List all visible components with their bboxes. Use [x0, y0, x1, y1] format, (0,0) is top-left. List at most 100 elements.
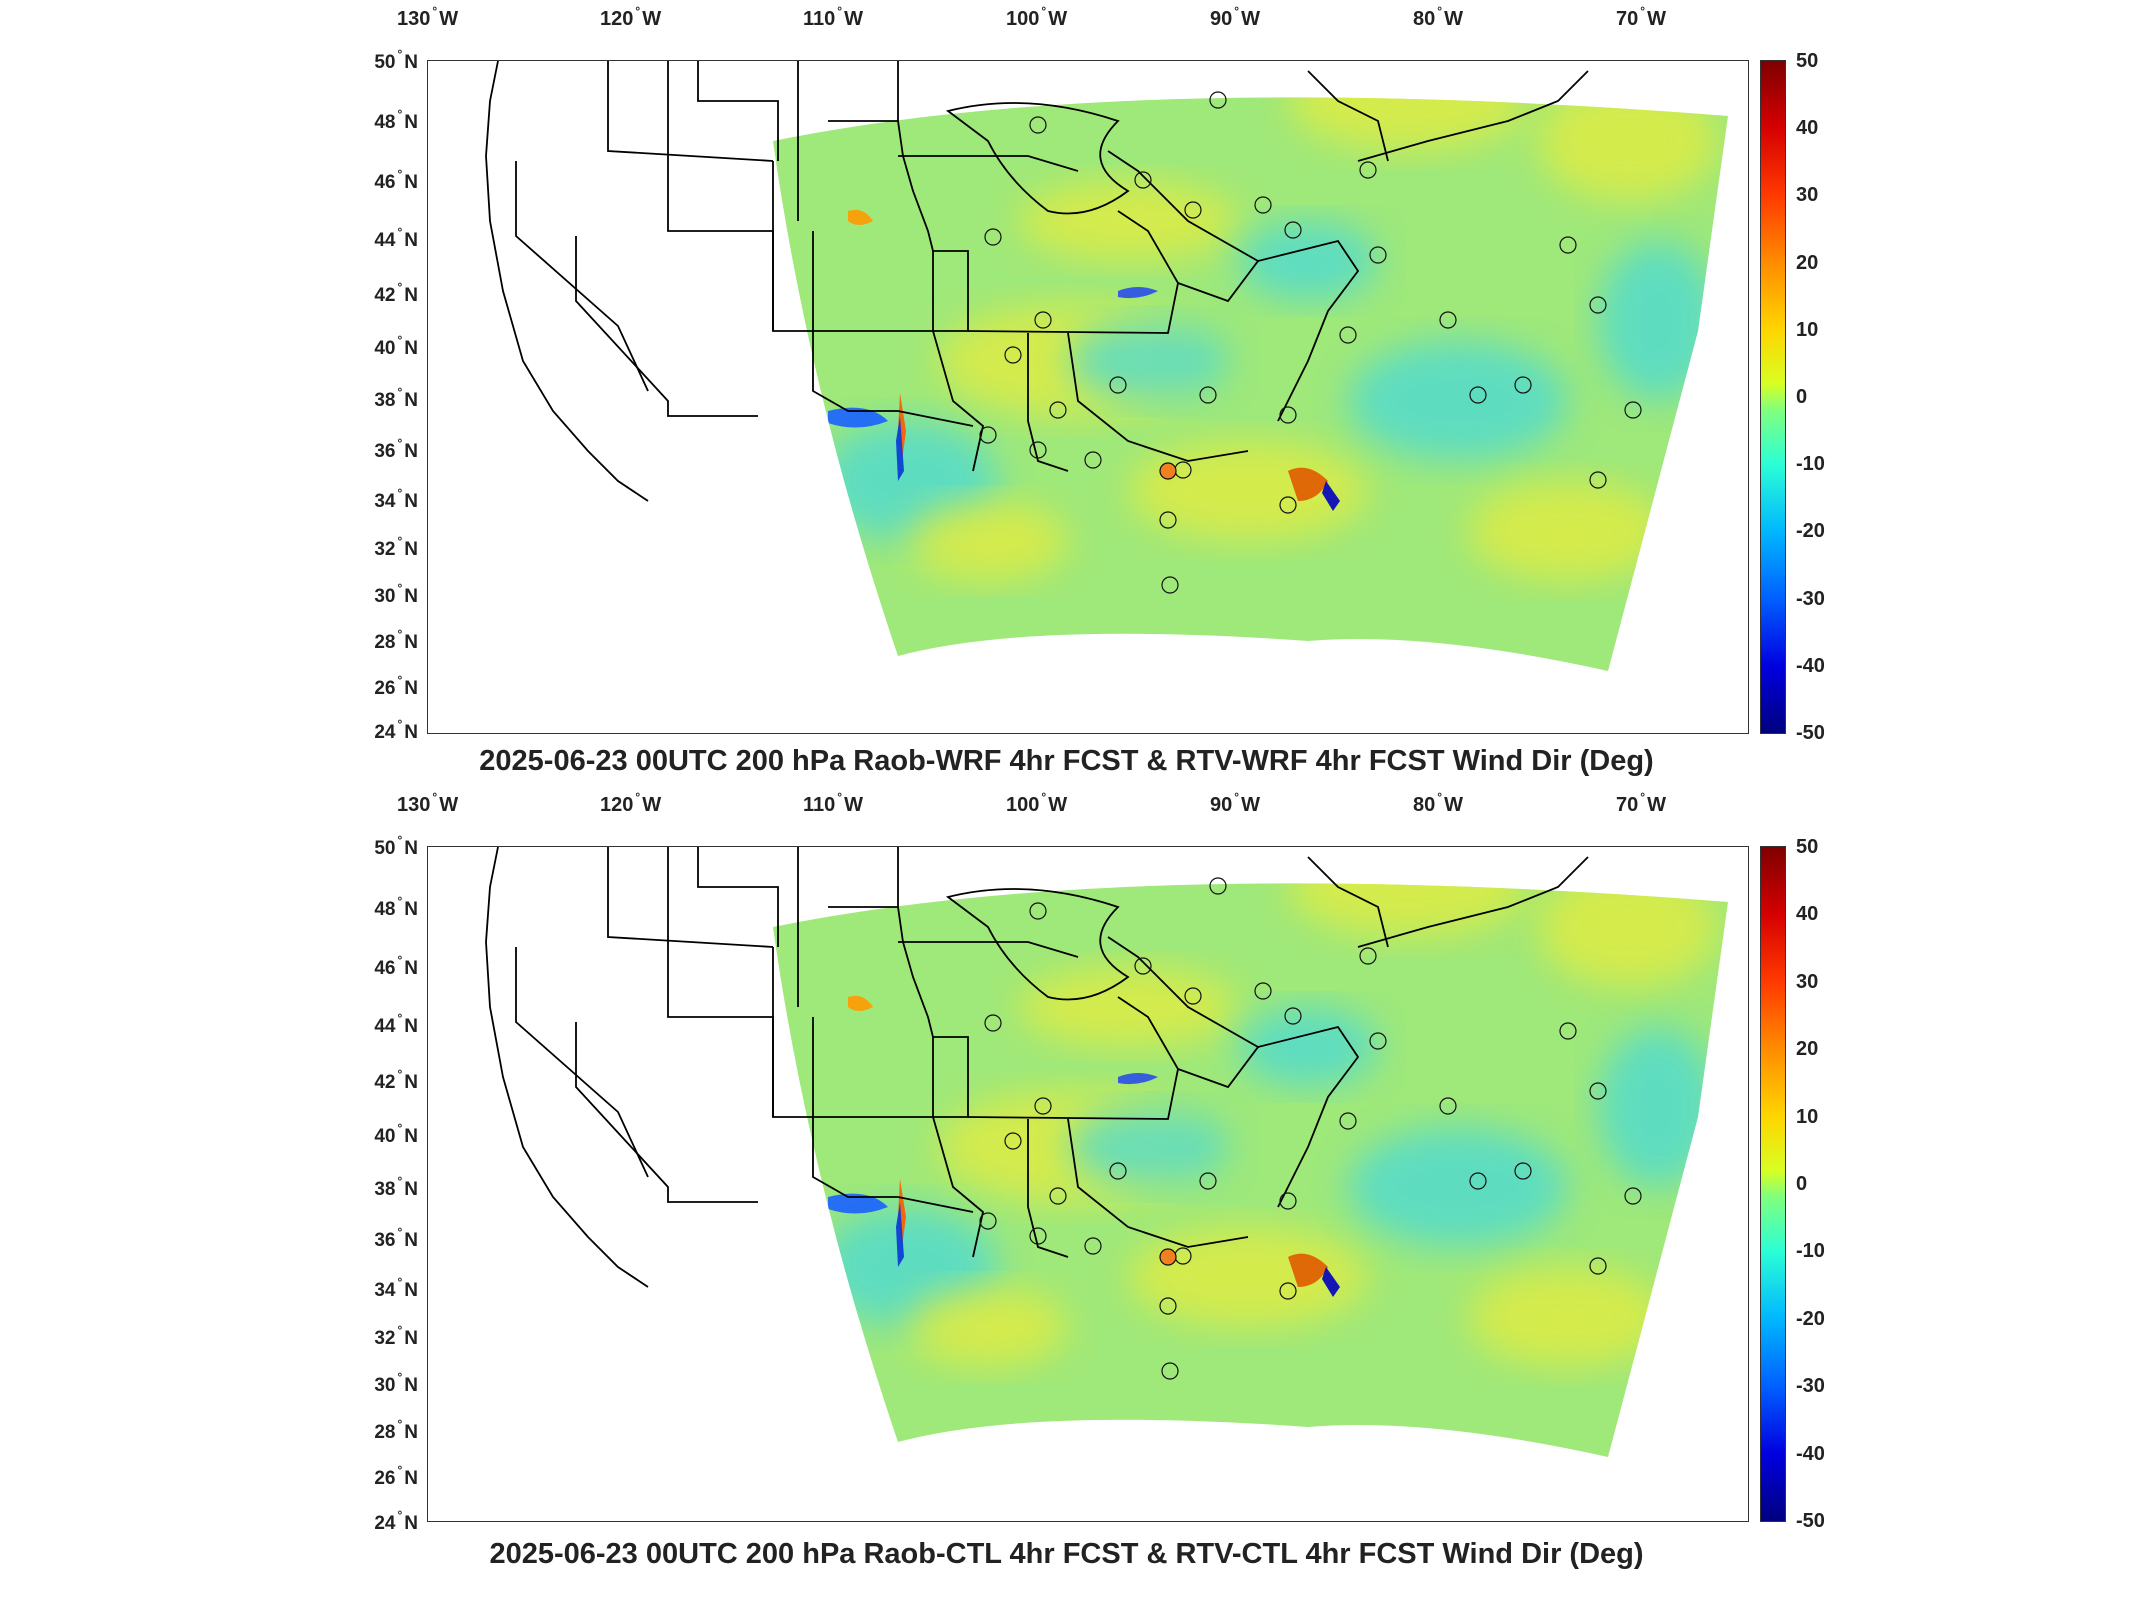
boundary-line: [485, 847, 649, 1288]
raob-station-marker: [1199, 1172, 1217, 1190]
field-feature: [848, 209, 873, 225]
raob-station-marker: [1029, 1227, 1047, 1245]
panel-bottom: 130 ° W 120 ° W 110 ° W 100 ° W 90 ° W 80 ° W 70 ° W 5…: [0, 790, 2133, 1600]
field-anomalies: [773, 883, 1718, 1367]
map-svg: [485, 61, 1728, 672]
colorbar-tick: 20: [1796, 252, 1819, 274]
lat-label: 26 ° N: [374, 1463, 418, 1489]
raob-station-marker: [1624, 401, 1642, 419]
raob-station-marker: [1184, 201, 1202, 219]
field-patch: [1018, 967, 1238, 1047]
boundary-line: [607, 61, 774, 162]
field-feature: [773, 493, 828, 519]
raob-station-marker: [1339, 326, 1357, 344]
colorbar-tick: 10: [1796, 1106, 1819, 1128]
raob-station-marker: [1254, 982, 1272, 1000]
colorbar-tick: -40: [1796, 1443, 1825, 1465]
raob-station-marker: [1589, 1082, 1607, 1100]
field-patch: [1538, 883, 1718, 987]
lat-label: 30 ° N: [374, 581, 418, 607]
lon-label: 80 ° W: [1413, 4, 1463, 30]
raob-station-marker: [1439, 1097, 1457, 1115]
colorbar-tick: -10: [1796, 1240, 1825, 1262]
raob-station-marker: [1084, 1237, 1102, 1255]
colorbar-tick: -50: [1796, 722, 1825, 744]
boundary-line: [1257, 1025, 1360, 1208]
boundary-line: [945, 888, 1130, 1001]
raob-station-marker: [1284, 1007, 1302, 1025]
field-patch: [1468, 1267, 1668, 1367]
boundary-line: [1257, 239, 1360, 422]
lat-label: 42 ° N: [374, 1067, 418, 1093]
lat-label: 38 ° N: [374, 385, 418, 411]
raob-station-marker: [1589, 471, 1607, 489]
field-patch: [1238, 221, 1378, 301]
raob-station-marker: [984, 228, 1002, 246]
lon-label: 110 ° W: [803, 4, 863, 30]
raob-station-marker: [1134, 957, 1152, 975]
field-feature: [1322, 481, 1340, 511]
field-patch: [1598, 241, 1718, 401]
raob-station-marker: [1369, 246, 1387, 264]
raob-station-marker: [1199, 386, 1217, 404]
raob-station-marker: [979, 426, 997, 444]
raob-station-marker: [1029, 116, 1047, 134]
colorbar-tick: -10: [1796, 453, 1825, 475]
lat-label: 28 ° N: [374, 1417, 418, 1443]
field-patch: [908, 1287, 1068, 1367]
lat-label: 24 ° N: [374, 717, 418, 743]
raob-station-marker: [1469, 386, 1487, 404]
lon-label: 90 ° W: [1210, 4, 1260, 30]
boundary-line: [897, 847, 934, 1038]
raob-station-marker: [1559, 236, 1577, 254]
lat-label: 26 ° N: [374, 673, 418, 699]
raob-station-marker: [1004, 1132, 1022, 1150]
field-feature: [1118, 287, 1158, 299]
raob-station-marker: [1159, 1297, 1177, 1315]
boundary-line: [515, 161, 649, 392]
field-feature: [896, 416, 904, 481]
raob-station-marker: [1159, 1248, 1177, 1266]
boundary-line: [812, 1017, 974, 1213]
raob-station-marker: [1184, 987, 1202, 1005]
raob-station-marker: [1624, 1187, 1642, 1205]
colorbar-tick: 0: [1796, 1173, 1808, 1195]
field-feature: [1322, 1267, 1340, 1297]
colorbar-tick: -20: [1796, 1308, 1825, 1330]
raob-station-marker: [1359, 947, 1377, 965]
raob-station-marker: [1159, 462, 1177, 480]
boundary-line: [932, 1037, 984, 1258]
boundary-line: [1107, 936, 1260, 1089]
field-patch: [1068, 1107, 1228, 1187]
colorbar-tick: 10: [1796, 319, 1819, 341]
boundary-line: [515, 947, 649, 1178]
colorbar-tick: 0: [1796, 386, 1808, 408]
raob-station-marker: [1004, 346, 1022, 364]
lat-label: 42 ° N: [374, 280, 418, 306]
lat-label: 50 ° N: [374, 47, 418, 73]
raob-station-marker: [1161, 1362, 1179, 1380]
field-feature: [828, 407, 888, 428]
boundary-line: [897, 61, 934, 252]
lon-label: 100 ° W: [1006, 4, 1068, 30]
raob-station-marker: [1284, 221, 1302, 239]
raob-station-marker: [1469, 1172, 1487, 1190]
boundary-line: [697, 847, 779, 947]
colorbar-tick: -50: [1796, 1510, 1825, 1532]
field-patch: [1238, 1007, 1378, 1087]
boundary-line: [898, 941, 1079, 958]
lon-label: 100 ° W: [1006, 790, 1068, 816]
field-patch: [1018, 181, 1238, 261]
raob-station-marker: [1029, 902, 1047, 920]
boundary-line: [1357, 856, 1589, 948]
lat-label: 48 ° N: [374, 107, 418, 133]
raob-station-marker: [1514, 376, 1532, 394]
lat-label: 48 ° N: [374, 894, 418, 920]
field-patch: [1128, 441, 1368, 541]
boundary-line: [1357, 70, 1589, 162]
colorbar-tick: 40: [1796, 117, 1819, 139]
panel-title: 2025-06-23 00UTC 200 hPa Raob-WRF 4hr FC…: [479, 745, 1654, 777]
field-patch: [1598, 1027, 1718, 1187]
boundary-line: [485, 61, 649, 502]
colorbar: [1760, 60, 1786, 734]
